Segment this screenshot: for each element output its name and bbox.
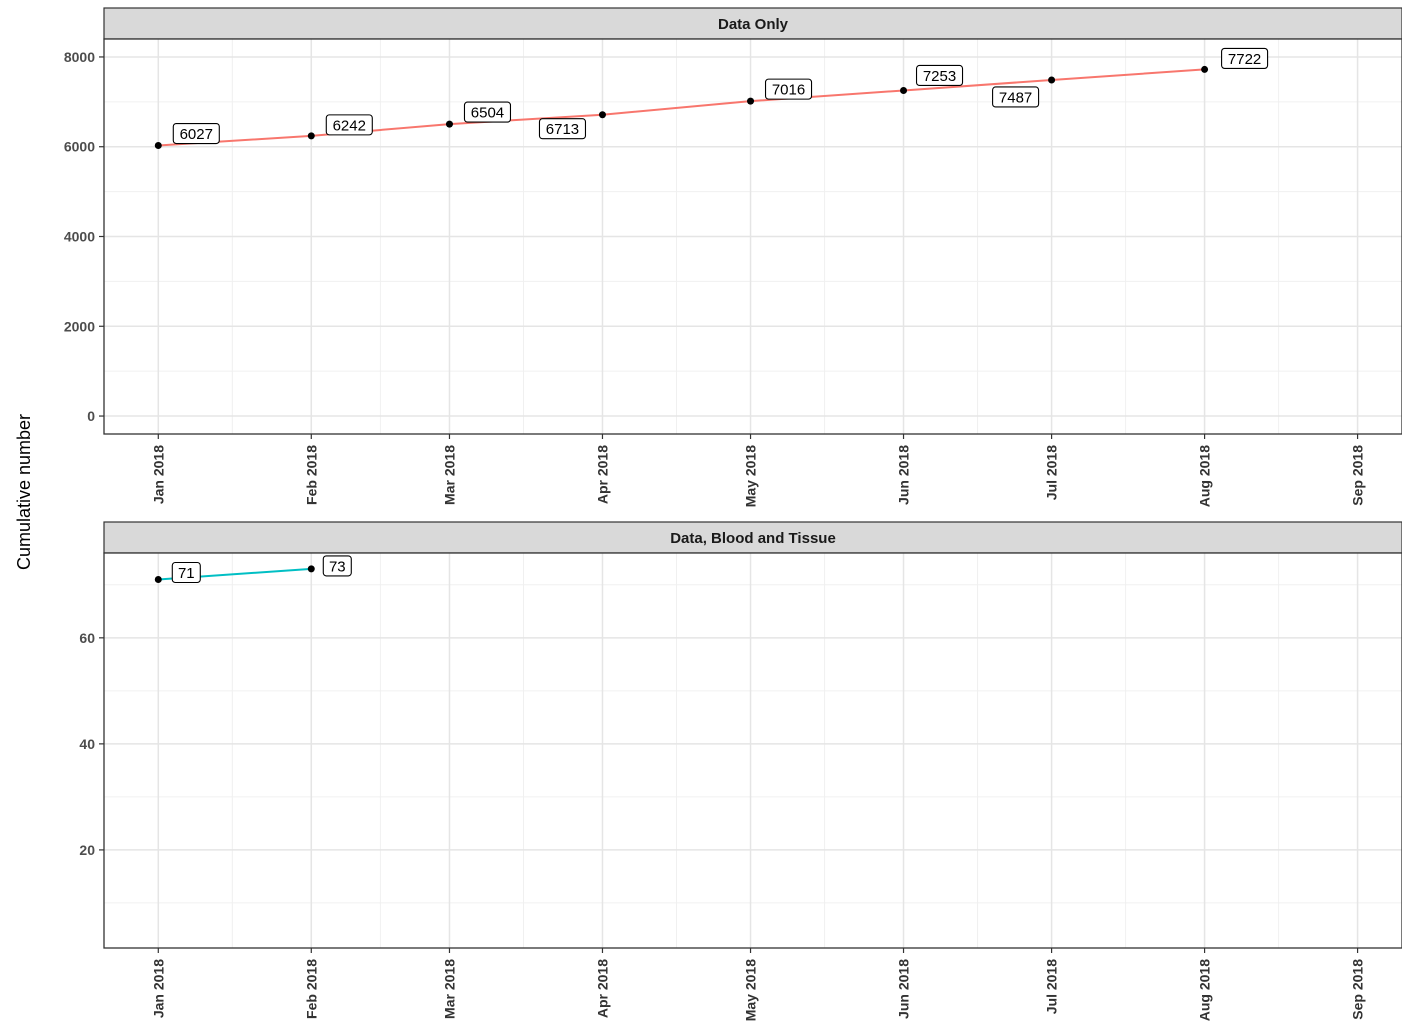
data-label-box: [992, 86, 1040, 108]
data-label: 6242: [333, 117, 366, 134]
y-tick-label: 4000: [64, 229, 95, 245]
x-tick-label: Mar 2018: [441, 445, 457, 505]
y-tick-label: 2000: [64, 318, 95, 334]
x-tick-label: May 2018: [743, 959, 759, 1021]
x-tick-label: Aug 2018: [1197, 445, 1213, 507]
data-label: 6504: [471, 105, 504, 122]
x-tick-label: Jan 2018: [150, 445, 166, 504]
y-tick-label: 8000: [64, 49, 95, 65]
y-axis-label: Cumulative number: [14, 414, 34, 570]
data-point: [1048, 76, 1056, 84]
data-label-box: [1221, 47, 1269, 69]
x-tick-label: Apr 2018: [594, 959, 610, 1018]
data-label-box: [325, 114, 373, 136]
x-tick-label: Jun 2018: [896, 959, 912, 1019]
y-tick-label: 6000: [64, 139, 95, 155]
data-label: 6713: [546, 121, 579, 138]
panel-border: [103, 552, 1402, 949]
y-tick-label: 0: [87, 408, 95, 424]
data-label: 71: [178, 565, 195, 582]
y-tick-label: 60: [79, 630, 95, 646]
data-point: [154, 576, 162, 584]
data-label: 7016: [772, 82, 805, 99]
data-point: [154, 142, 162, 150]
data-point: [598, 111, 606, 119]
data-point: [900, 86, 908, 94]
x-tick-label: Sep 2018: [1350, 445, 1366, 506]
y-tick-label: 40: [79, 736, 95, 752]
facet-strip: [103, 7, 1402, 40]
data-label-box: [322, 555, 352, 577]
data-label: 7487: [999, 89, 1032, 106]
data-point: [1201, 65, 1209, 73]
data-label-box: [463, 101, 512, 123]
x-tick-label: Jan 2018: [150, 959, 166, 1018]
data-label-box: [171, 561, 201, 584]
x-tick-label: Jun 2018: [896, 445, 912, 505]
x-tick-label: Feb 2018: [303, 445, 319, 505]
data-point: [307, 132, 315, 140]
facet-panel: Data Only 0 2000 4000 6000 8000 Jan 2018 Feb 20…: [64, 7, 1402, 507]
data-label-box: [915, 64, 964, 87]
data-label: 73: [329, 558, 346, 575]
data-label-box: [538, 118, 587, 140]
facet-title: Data, Blood and Tissue: [670, 530, 836, 547]
x-tick-label: Feb 2018: [303, 959, 319, 1019]
x-tick-label: May 2018: [743, 445, 759, 507]
facet-panel: Data, Blood and Tissue 20 40 60 Jan 2018 Feb …: [79, 521, 1402, 1021]
data-point: [307, 565, 315, 573]
x-tick-label: Sep 2018: [1350, 959, 1366, 1020]
x-tick-label: Jul 2018: [1044, 445, 1060, 500]
x-tick-label: Apr 2018: [594, 445, 610, 504]
data-label: 7253: [923, 68, 956, 85]
y-tick-label: 20: [79, 842, 95, 858]
data-point: [747, 97, 755, 105]
data-label: 7722: [1228, 51, 1261, 68]
x-tick-label: Mar 2018: [441, 959, 457, 1019]
data-label-box: [764, 78, 813, 100]
facet-title: Data Only: [718, 16, 789, 33]
data-point: [445, 120, 453, 128]
panel-background: [104, 553, 1402, 948]
x-tick-label: Aug 2018: [1197, 959, 1213, 1021]
data-label: 6027: [180, 126, 213, 143]
x-tick-label: Jul 2018: [1044, 959, 1060, 1014]
data-label-box: [172, 122, 220, 145]
